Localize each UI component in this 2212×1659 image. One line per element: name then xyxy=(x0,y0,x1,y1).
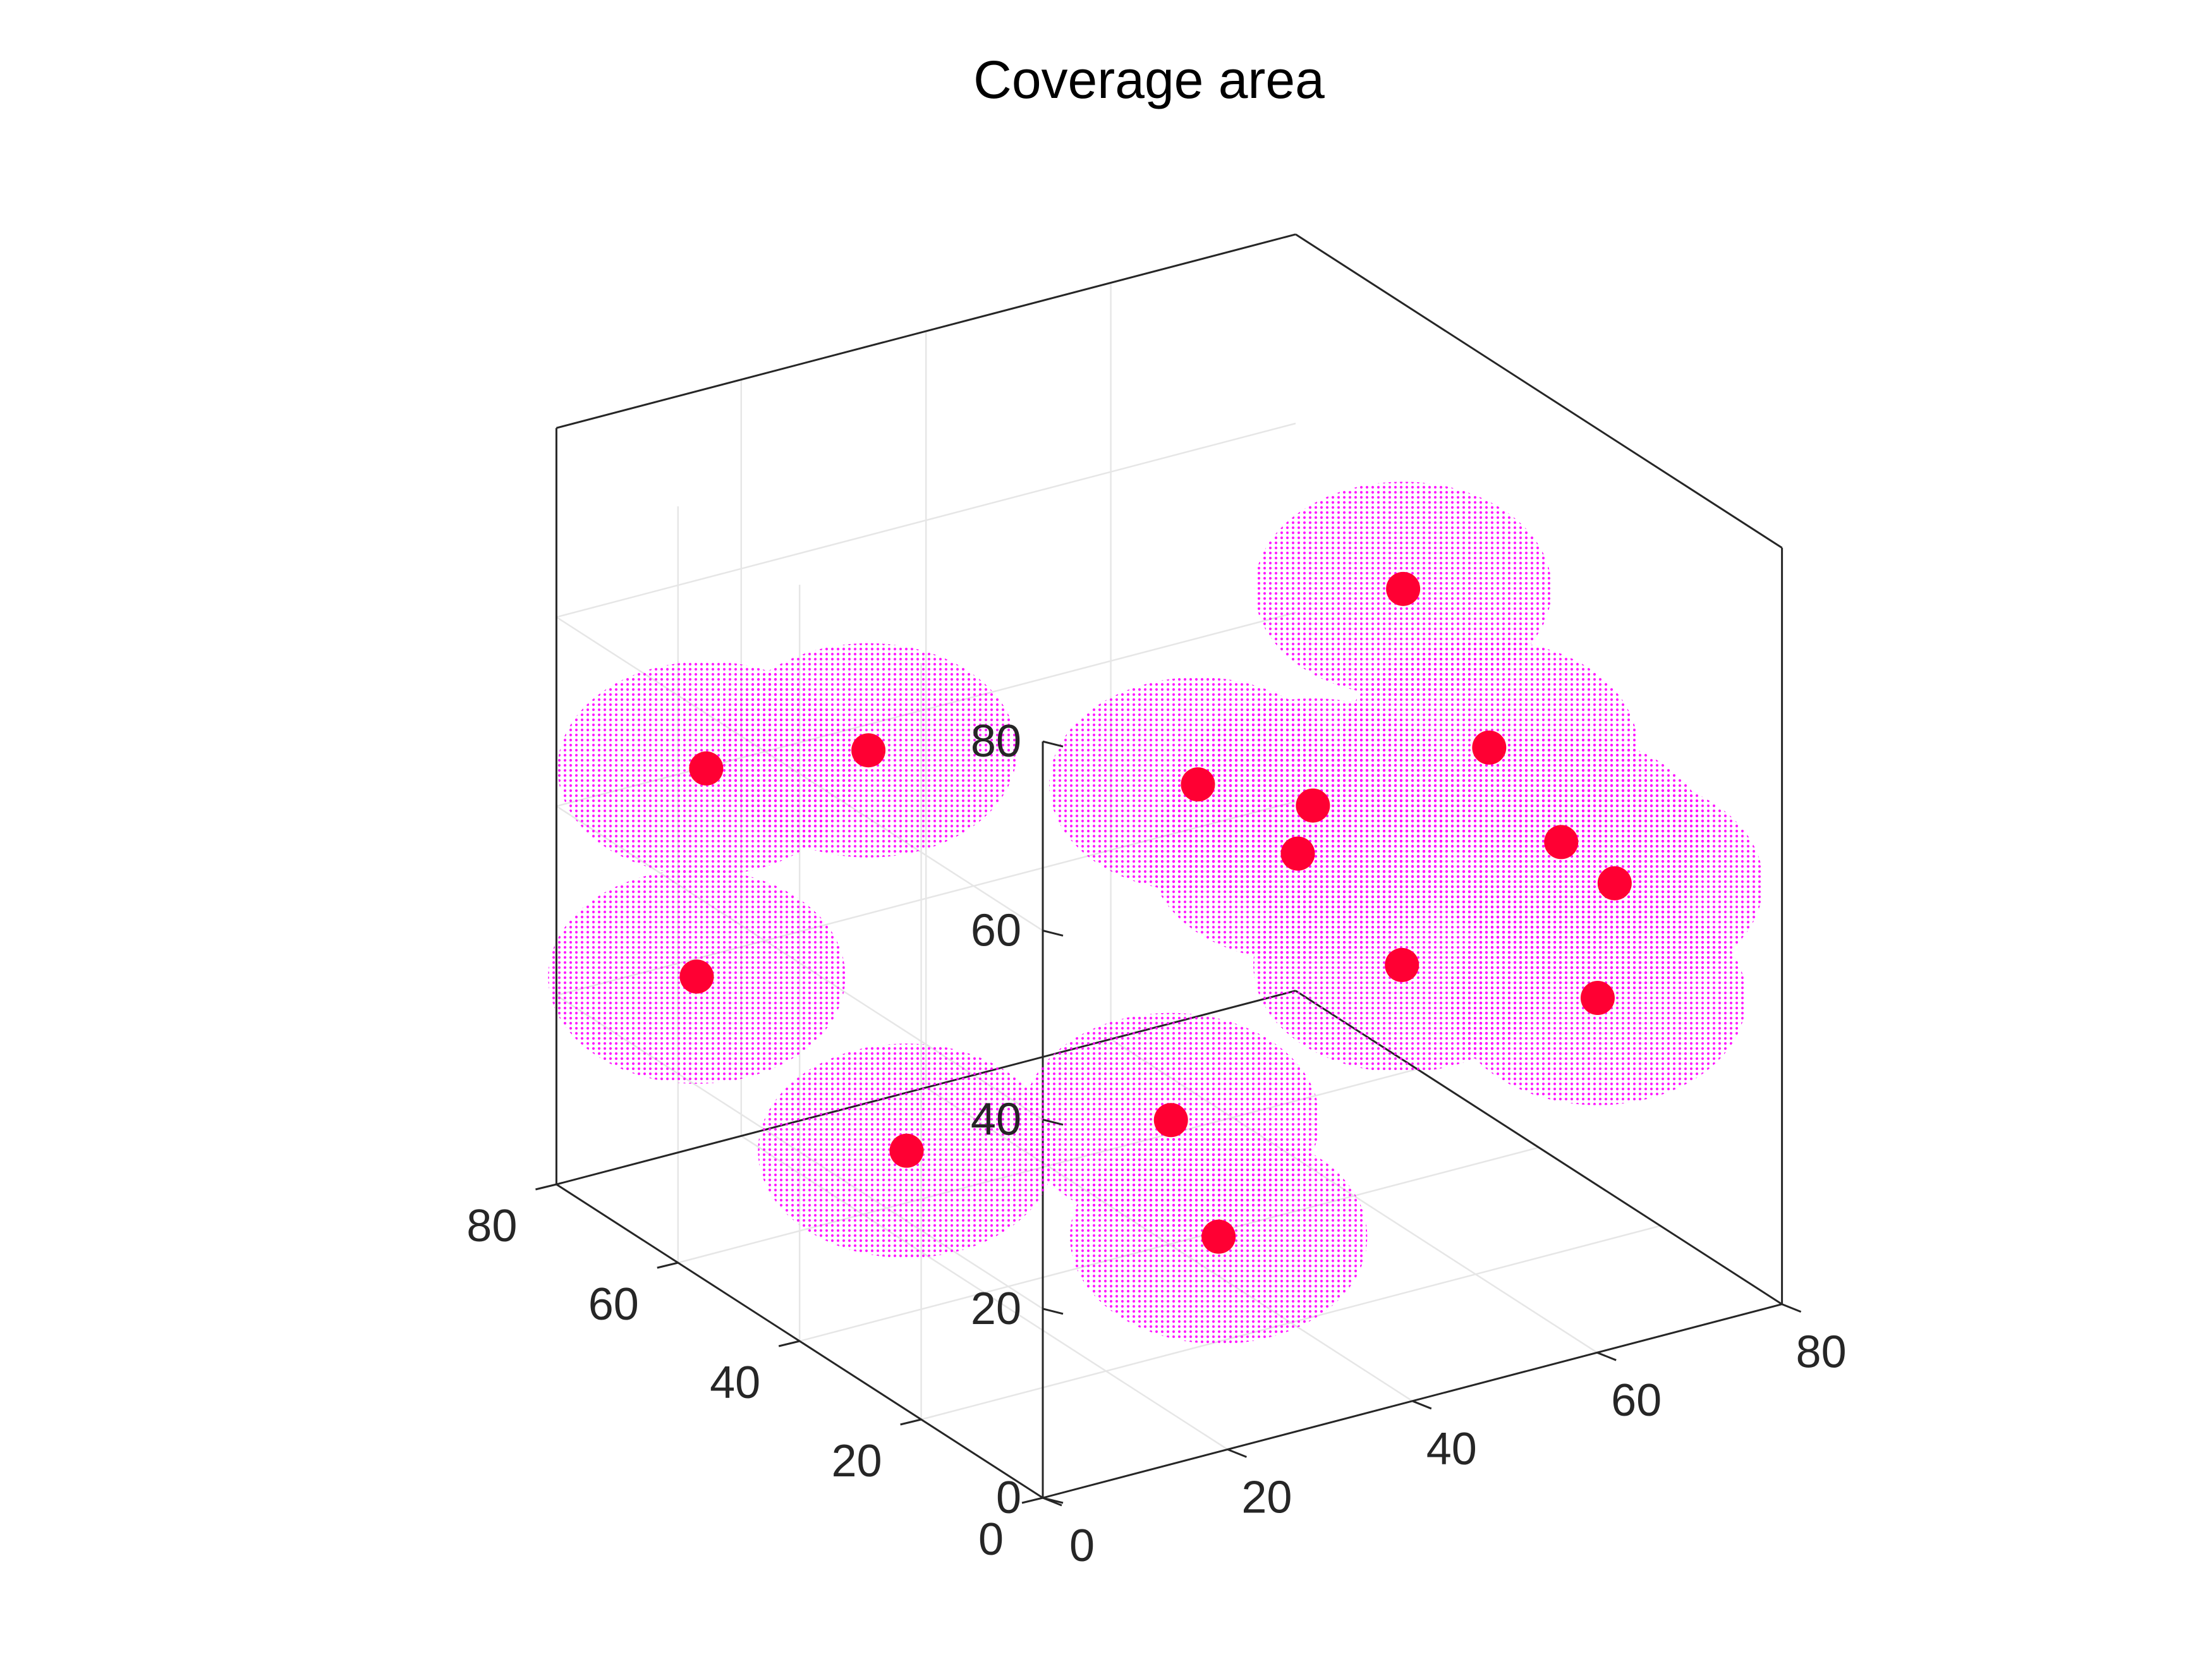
z-tick-label: 60 xyxy=(971,905,1021,956)
y-tick-label: 40 xyxy=(710,1358,760,1408)
y-tick-label: 80 xyxy=(466,1201,517,1251)
z-tick-label: 0 xyxy=(996,1473,1021,1523)
y-tick xyxy=(535,1183,557,1191)
sensor-node xyxy=(1181,767,1215,802)
axis-edge xyxy=(556,233,1296,429)
sensor-node xyxy=(1296,788,1330,823)
x-tick xyxy=(1782,1303,1802,1313)
x-tick-label: 20 xyxy=(1241,1472,1292,1522)
z-tick xyxy=(1042,929,1064,937)
y-tick xyxy=(657,1261,679,1269)
y-tick xyxy=(900,1418,921,1426)
axis-ticks: 0 20 40 60 80 0 20 40 60 80 0 20 40 60 80 xyxy=(466,716,1846,1571)
y-tick-label: 60 xyxy=(588,1279,639,1330)
z-tick-label: 40 xyxy=(971,1095,1021,1145)
sensor-node xyxy=(1472,730,1507,765)
sensor-node xyxy=(1201,1219,1236,1254)
sensor-node xyxy=(1597,866,1632,901)
x-tick-label: 0 xyxy=(1069,1521,1095,1571)
x-tick xyxy=(1042,1497,1062,1507)
sensor-node xyxy=(889,1133,924,1168)
x-tick xyxy=(1596,1351,1617,1361)
z-tick xyxy=(1042,1308,1064,1315)
sensor-node xyxy=(1385,947,1419,982)
sensor-node xyxy=(1580,981,1615,1016)
x-tick xyxy=(1227,1449,1247,1458)
z-tick-label: 80 xyxy=(971,716,1021,767)
sensor-node xyxy=(1280,836,1315,871)
y-tick xyxy=(778,1340,800,1347)
sensor-node xyxy=(1544,825,1579,860)
x-tick-label: 80 xyxy=(1796,1327,1847,1378)
sensor-node xyxy=(1386,571,1421,606)
sensor-node xyxy=(851,733,886,768)
y-tick-label: 0 xyxy=(978,1514,1004,1565)
sensor-node xyxy=(689,751,724,786)
z-tick xyxy=(1042,1119,1064,1126)
sensor-node xyxy=(679,959,714,994)
axis-edge xyxy=(1295,233,1783,549)
x-tick-label: 40 xyxy=(1426,1424,1477,1474)
sensor-node xyxy=(1153,1103,1188,1138)
y-tick-label: 20 xyxy=(832,1436,882,1486)
coverage-spheres xyxy=(548,482,1764,1344)
z-tick xyxy=(1042,740,1064,748)
sensor-nodes xyxy=(679,571,1632,1254)
z-tick-label: 20 xyxy=(971,1284,1021,1334)
x-tick xyxy=(1412,1400,1432,1410)
chart-title: Coverage area xyxy=(973,50,1325,109)
x-tick-label: 60 xyxy=(1611,1375,1662,1426)
y-tick xyxy=(1021,1497,1043,1504)
grid-line xyxy=(556,422,1296,618)
